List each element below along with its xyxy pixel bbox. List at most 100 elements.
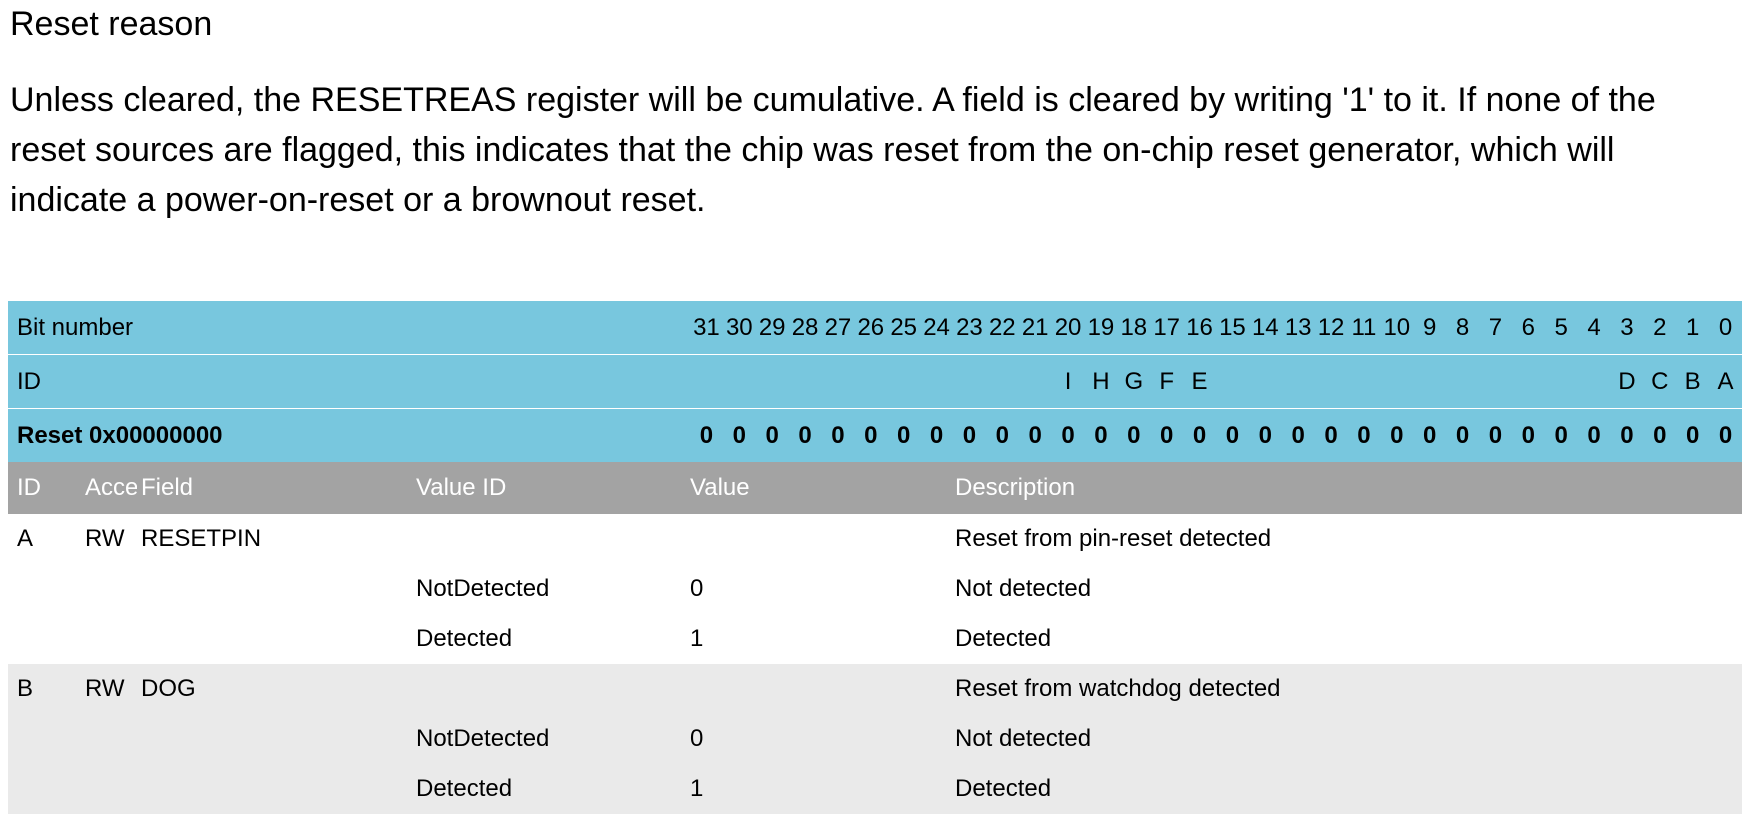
bit-number-cell: 16 bbox=[1186, 314, 1213, 341]
value-id: Detected bbox=[416, 775, 513, 802]
reset-bit-cell: 0 bbox=[1291, 422, 1305, 449]
bit-number-cell: 9 bbox=[1423, 314, 1437, 341]
value-id: NotDetected bbox=[416, 575, 550, 602]
bit-number-cell: 11 bbox=[1351, 314, 1377, 341]
bit-id-cell: D bbox=[1618, 368, 1636, 395]
value-row: Detected 1 Detected bbox=[8, 764, 1742, 814]
bit-id-cell bbox=[1413, 355, 1446, 408]
field-access: RW bbox=[85, 525, 125, 552]
bit-number-cell: 27 bbox=[824, 314, 852, 341]
bit-id-cell bbox=[690, 355, 723, 408]
reset-bit-cell: 0 bbox=[962, 422, 977, 449]
bit-number-cell: 10 bbox=[1383, 314, 1411, 341]
bit-id-cell bbox=[789, 355, 822, 408]
field-description: Reset from pin-reset detected bbox=[955, 525, 1272, 552]
bit-number-cell: 6 bbox=[1521, 314, 1535, 341]
value-id: Detected bbox=[416, 625, 513, 652]
reset-bit-cell: 0 bbox=[1718, 422, 1733, 449]
bit-number-cell: 23 bbox=[956, 314, 983, 341]
bit-number-cell: 19 bbox=[1087, 314, 1115, 341]
value-description: Detected bbox=[955, 775, 1052, 802]
bit-id-cell bbox=[1315, 355, 1348, 408]
bit-id-cell: E bbox=[1191, 368, 1208, 395]
bit-id-cell bbox=[887, 355, 920, 408]
reset-bit-cell: 0 bbox=[897, 422, 911, 449]
bit-id-cell bbox=[1282, 355, 1315, 408]
bit-id-cell: H bbox=[1092, 368, 1110, 395]
bit-id-label: ID bbox=[17, 368, 41, 395]
bit-number-cell: 20 bbox=[1054, 314, 1082, 341]
reset-bit-cell: 0 bbox=[1653, 422, 1667, 449]
bit-id-cell: I bbox=[1064, 368, 1072, 395]
field-group-b: B RW DOG Reset from watchdog detected No… bbox=[8, 664, 1742, 814]
bit-number-cell: 25 bbox=[890, 314, 918, 341]
field-access: RW bbox=[85, 675, 125, 702]
bit-number-cell: 3 bbox=[1620, 314, 1634, 341]
bit-number-cell: 31 bbox=[693, 314, 720, 341]
header-description: Description bbox=[955, 474, 1076, 501]
bit-id-cell bbox=[1216, 355, 1249, 408]
bit-id-cell: A bbox=[1717, 368, 1734, 395]
field-id: A bbox=[17, 525, 34, 552]
reset-bit-cell: 0 bbox=[1521, 422, 1535, 449]
value-description: Not detected bbox=[955, 575, 1092, 602]
reset-bit-cell: 0 bbox=[1324, 422, 1338, 449]
bit-number-cell: 17 bbox=[1153, 314, 1181, 341]
value: 0 bbox=[690, 725, 704, 752]
section-heading: Reset reason bbox=[10, 5, 213, 43]
reset-value-label: Reset 0x00000000 bbox=[17, 422, 223, 449]
register-table: Bit number 31 30 29 28 27 26 25 24 23 22 21 20 19 18 1… bbox=[8, 301, 1742, 814]
bit-number-cell: 18 bbox=[1120, 314, 1148, 341]
bit-id-cell bbox=[1545, 355, 1578, 408]
reset-bit-cell: 0 bbox=[1390, 422, 1404, 449]
bit-number-row: Bit number 31 30 29 28 27 26 25 24 23 22 21 20 19 18 1… bbox=[8, 301, 1742, 355]
bit-id-cell: B bbox=[1684, 368, 1701, 395]
bit-id-cell bbox=[1380, 355, 1413, 408]
reset-bit-cell: 0 bbox=[864, 422, 878, 449]
reset-bit-cell: 0 bbox=[1127, 422, 1141, 449]
reset-bit-cell: 0 bbox=[1488, 422, 1503, 449]
reset-bit-cell: 0 bbox=[1258, 422, 1272, 449]
reset-bit-cell: 0 bbox=[1554, 422, 1568, 449]
bit-number-cell: 8 bbox=[1455, 314, 1470, 341]
field-id: B bbox=[17, 675, 34, 702]
header-access: Acce bbox=[85, 474, 137, 501]
field-row: B RW DOG Reset from watchdog detected bbox=[8, 664, 1742, 714]
bit-number-cell: 21 bbox=[1021, 314, 1049, 341]
reset-bit-cell: 0 bbox=[1686, 422, 1700, 449]
bit-number-label: Bit number bbox=[17, 314, 134, 341]
reset-bit-cell: 0 bbox=[1094, 422, 1108, 449]
bit-id-cell: F bbox=[1159, 368, 1175, 395]
value-row: NotDetected 0 Not detected bbox=[8, 714, 1742, 764]
value: 0 bbox=[690, 575, 704, 602]
bit-id-cell bbox=[854, 355, 887, 408]
bit-number-cell: 4 bbox=[1587, 314, 1601, 341]
bit-number-cell: 24 bbox=[923, 314, 950, 341]
reset-bit-cell: 0 bbox=[1620, 422, 1634, 449]
reset-bit-cell: 0 bbox=[1160, 422, 1174, 449]
reset-bit-cell: 0 bbox=[929, 422, 944, 449]
value-id: NotDetected bbox=[416, 725, 550, 752]
bit-id-cell bbox=[986, 355, 1019, 408]
bit-number-cell: 26 bbox=[857, 314, 885, 341]
field-group-a: A RW RESETPIN Reset from pin-reset detec… bbox=[8, 514, 1742, 664]
bit-number-cell: 28 bbox=[791, 314, 819, 341]
reset-bit-cell: 0 bbox=[1423, 422, 1437, 449]
bit-number-cell: 7 bbox=[1488, 314, 1503, 341]
bit-id-cell bbox=[1446, 355, 1479, 408]
value-row: Detected 1 Detected bbox=[8, 614, 1742, 664]
header-id: ID bbox=[17, 474, 41, 501]
reset-bit-cell: 0 bbox=[1587, 422, 1601, 449]
field-name: RESETPIN bbox=[141, 525, 262, 552]
bit-id-cell bbox=[756, 355, 789, 408]
reset-bit-cell: 0 bbox=[1061, 422, 1075, 449]
reset-bit-cell: 0 bbox=[1192, 422, 1207, 449]
bit-number-cell: 0 bbox=[1718, 314, 1733, 341]
field-table-header: ID Acce Field Value ID Value Description bbox=[8, 462, 1742, 514]
reset-bit-cell: 0 bbox=[1028, 422, 1042, 449]
reset-bit-cell: 0 bbox=[765, 422, 779, 449]
bit-number-cell: 29 bbox=[758, 314, 786, 341]
